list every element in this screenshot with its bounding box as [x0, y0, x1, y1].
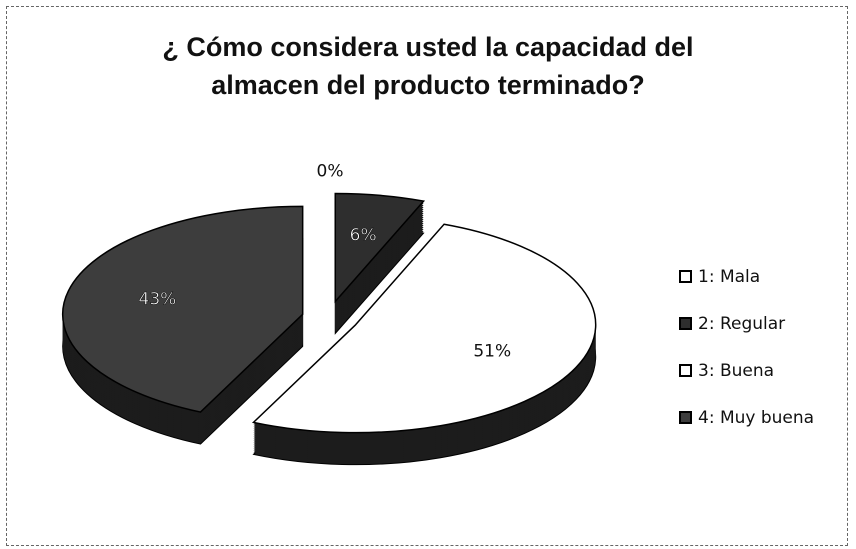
legend-swatch [679, 317, 692, 330]
data-label: 6% [350, 226, 377, 246]
data-label: 0% [317, 162, 344, 182]
pie-slice [334, 192, 426, 304]
pie-slice [61, 205, 304, 413]
legend-label: 1: Mala [698, 267, 760, 287]
legend-label: 4: Muy buena [698, 408, 814, 428]
legend-swatch [679, 411, 692, 424]
pie-slice [251, 223, 597, 434]
legend-swatch [679, 270, 692, 283]
legend-label: 3: Buena [698, 361, 774, 381]
data-label: 43% [139, 290, 177, 310]
chart-frame [6, 6, 848, 546]
legend-label: 2: Regular [698, 314, 785, 334]
data-label: 51% [473, 341, 511, 361]
chart-title: ¿ Cómo considera usted la capacidad del … [162, 32, 694, 100]
legend-swatch [679, 364, 692, 377]
